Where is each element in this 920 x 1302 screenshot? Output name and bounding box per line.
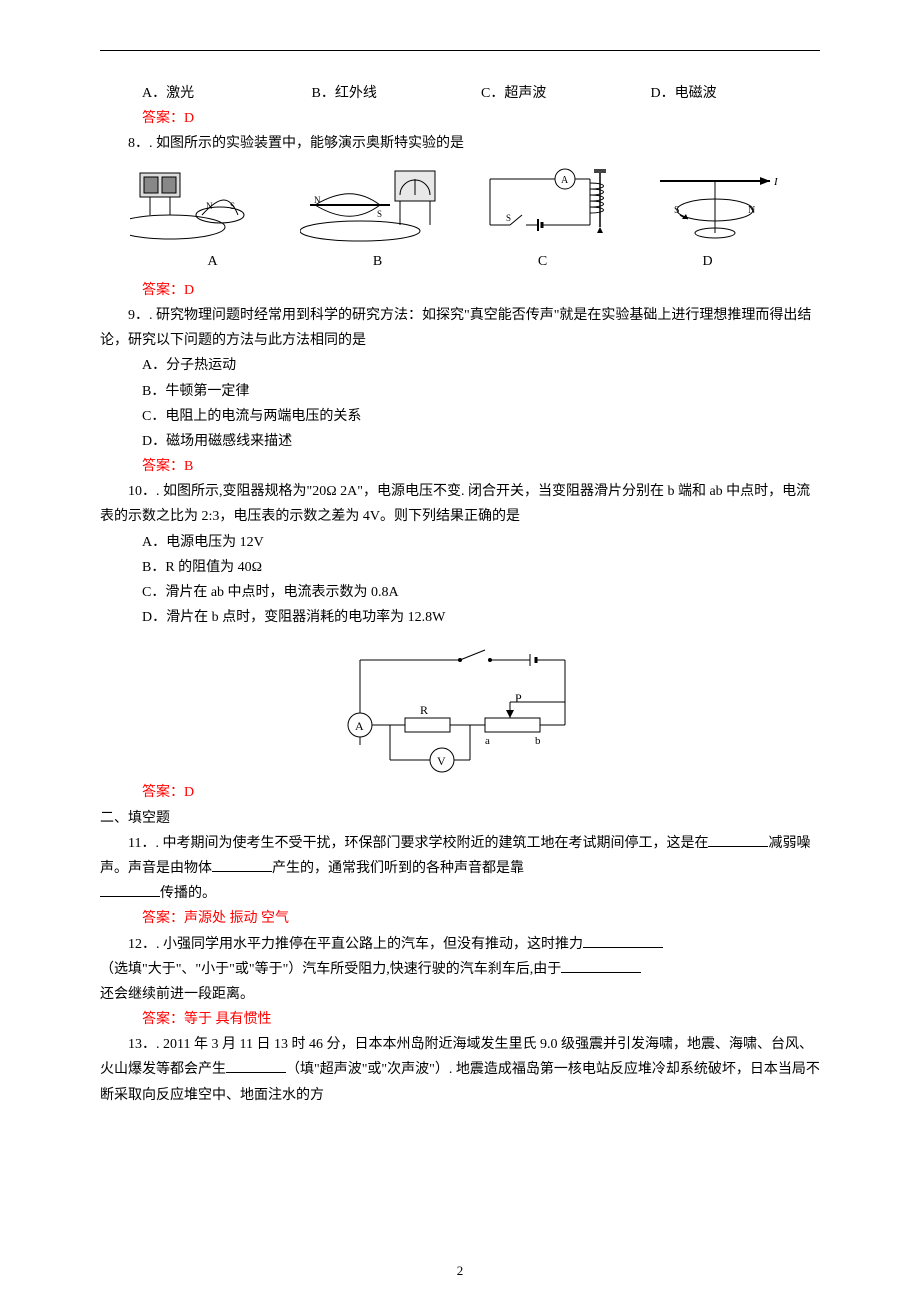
q12-stem: 12．. 小强同学用水平力推停在平直公路上的汽车，但没有推动，这时推力 [100,932,820,957]
q10-stem: 10．. 如图所示,变阻器规格为"20Ω 2A"，电源电压不变. 闭合开关，当变… [100,479,820,529]
q8-figures: N S N S A S [130,165,790,245]
q8-answer: 答案：D [100,278,820,303]
svg-text:A: A [561,175,569,186]
top-rule [100,50,820,51]
q9-answer: 答案：B [100,454,820,479]
q7-options: A．激光 B．红外线 C．超声波 D．电磁波 [142,81,820,106]
q11-blank-2 [212,857,272,872]
q8-label-b: B [295,249,460,274]
q7-option-b: B．红外线 [312,81,482,106]
q11-blank-3 [100,882,160,897]
q12-text-1: 12．. 小强同学用水平力推停在平直公路上的汽车，但没有推动，这时推力 [128,937,583,952]
svg-text:S: S [674,205,680,216]
q11-stem-line2: 传播的。 [100,881,820,906]
q13-blank-1 [226,1058,286,1073]
q11-answer: 答案：声源处 振动 空气 [100,906,820,931]
q10-answer: 答案：D [100,780,820,805]
q8-figure-c: A S [470,165,620,245]
q7-answer: 答案：D [100,106,820,131]
q8-label-d: D [625,249,790,274]
q8-stem: 8．. 如图所示的实验装置中，能够演示奥斯特实验的是 [100,131,820,156]
q11-blank-1 [708,832,768,847]
ammeter-label: A [355,719,364,733]
section2-heading: 二、填空题 [100,806,820,831]
q10-circuit-figure: A R P a b V [330,640,590,780]
q11-text-1: 11．. 中考期间为使考生不受干扰，环保部门要求学校附近的建筑工地在考试期间停工… [128,836,708,851]
q10-option-c: C．滑片在 ab 中点时，电流表示数为 0.8A [100,580,820,605]
svg-text:N: N [206,201,213,211]
q8-label-a: A [130,249,295,274]
q12-answer: 答案：等于 具有惯性 [100,1007,820,1032]
q9-option-d: D．磁场用磁感线来描述 [100,429,820,454]
svg-text:S: S [377,209,382,219]
svg-text:S: S [506,213,511,223]
q8-figure-a: N S [130,165,280,245]
q9-stem: 9．. 研究物理问题时经常用到科学的研究方法：如探究"真空能否传声"就是在实验基… [100,303,820,353]
q12-stem-line2: （选填"大于"、"小于"或"等于"）汽车所受阻力,快速行驶的汽车刹车后,由于 [100,957,820,982]
svg-text:S: S [230,201,235,211]
svg-text:I: I [773,176,779,188]
q10-option-b: B．R 的阻值为 40Ω [100,555,820,580]
resistor-label: R [420,703,428,717]
q11-text-4: 传播的。 [160,886,216,901]
q8-label-c: C [460,249,625,274]
slider-label: P [515,691,522,705]
q7-option-d: D．电磁波 [651,81,821,106]
q7-option-c: C．超声波 [481,81,651,106]
q8-figure-labels: A B C D [130,249,790,274]
q12-text-2: （选填"大于"、"小于"或"等于"）汽车所受阻力,快速行驶的汽车刹车后,由于 [100,962,561,977]
q9-option-c: C．电阻上的电流与两端电压的关系 [100,404,820,429]
q11-text-3: 产生的，通常我们听到的各种声音都是靠 [272,861,524,876]
terminal-a: a [485,735,490,747]
q9-option-a: A．分子热运动 [100,353,820,378]
q8-figure-d: I S N [640,165,790,245]
q9-option-b: B．牛顿第一定律 [100,379,820,404]
q12-blank-1 [583,933,663,948]
q12-stem-line3: 还会继续前进一段距离。 [100,982,820,1007]
q11-stem: 11．. 中考期间为使考生不受干扰，环保部门要求学校附近的建筑工地在考试期间停工… [100,831,820,881]
q8-figure-b: N S [300,165,450,245]
q12-blank-2 [561,958,641,973]
q10-option-d: D．滑片在 b 点时，变阻器消耗的电功率为 12.8W [100,605,820,630]
q13-stem: 13．. 2011 年 3 月 11 日 13 时 46 分，日本本州岛附近海域… [100,1032,820,1108]
svg-text:N: N [314,195,321,205]
terminal-b: b [535,735,541,747]
q10-option-a: A．电源电压为 12V [100,530,820,555]
page-number: 2 [0,1259,920,1282]
svg-text:N: N [748,205,755,216]
q7-option-a: A．激光 [142,81,312,106]
voltmeter-label: V [437,754,446,768]
